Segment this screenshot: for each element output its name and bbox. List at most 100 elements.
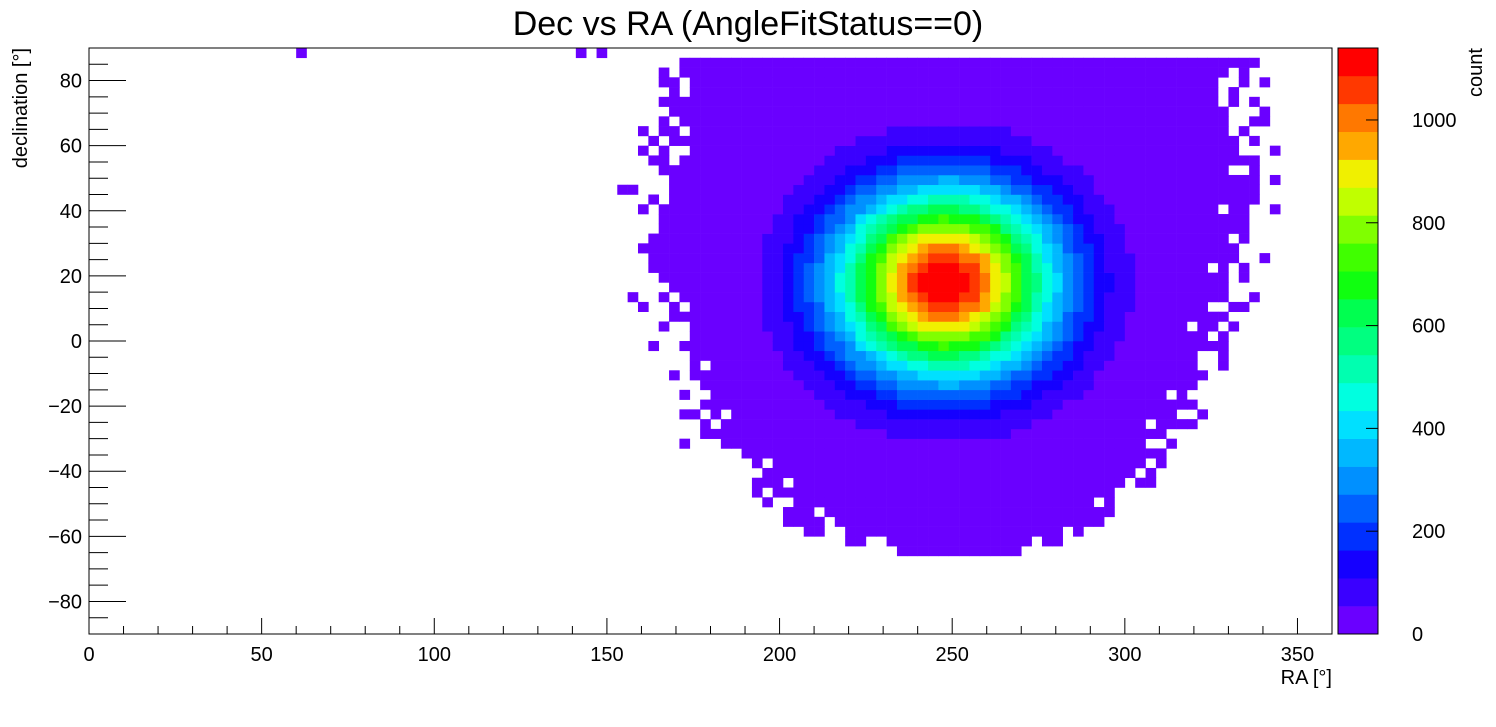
heatmap-bin (637, 145, 649, 156)
heatmap-bin (741, 360, 753, 371)
heatmap-bin (990, 526, 1001, 537)
heatmap-bin (803, 106, 815, 117)
heatmap-bin (1073, 331, 1084, 342)
heatmap-bin (824, 380, 836, 391)
heatmap-bin (762, 389, 773, 400)
heatmap-bin (845, 272, 856, 283)
heatmap-bin (1052, 448, 1063, 459)
heatmap-bin (1176, 106, 1188, 117)
heatmap-bin (979, 341, 991, 352)
heatmap-bin (1052, 174, 1063, 186)
heatmap-bin (720, 87, 732, 98)
heatmap-bin (793, 350, 805, 361)
heatmap-bin (720, 135, 732, 146)
heatmap-bin (896, 321, 908, 332)
heatmap-bin (917, 360, 929, 371)
heatmap-bin (658, 233, 670, 244)
heatmap-bin (1083, 292, 1095, 303)
heatmap-bin (1021, 233, 1032, 244)
heatmap-bin (1021, 497, 1032, 508)
heatmap-bin (793, 428, 805, 439)
heatmap-bin (669, 223, 680, 234)
heatmap-bin (1041, 497, 1053, 508)
heatmap-bin (1135, 253, 1146, 264)
heatmap-bin (793, 331, 805, 342)
heatmap-bin (834, 487, 846, 498)
heatmap-bin (1031, 389, 1043, 400)
heatmap-bin (1062, 106, 1074, 117)
heatmap-bin (1052, 409, 1063, 420)
heatmap-bin (1249, 194, 1260, 205)
color-scale-swatch (1338, 243, 1378, 272)
heatmap-bin (917, 194, 929, 205)
heatmap-bin (679, 243, 691, 254)
heatmap-bin (1083, 184, 1095, 195)
heatmap-bin (1207, 174, 1219, 186)
heatmap-bin (1083, 233, 1095, 244)
heatmap-bin (1186, 282, 1198, 293)
heatmap-bin (990, 311, 1001, 322)
heatmap-bin (1104, 487, 1115, 498)
heatmap-bin (772, 389, 784, 400)
heatmap-bin (979, 516, 991, 527)
heatmap-bin (855, 438, 867, 449)
heatmap-bin (1207, 282, 1219, 293)
heatmap-bin (979, 126, 991, 137)
heatmap-bin (1228, 135, 1240, 146)
heatmap-bin (834, 165, 846, 176)
heatmap-bin (1124, 350, 1136, 361)
heatmap-bin (907, 57, 918, 68)
heatmap-bin (979, 77, 991, 88)
heatmap-bin (1031, 194, 1043, 205)
heatmap-bin (928, 516, 939, 527)
heatmap-bin (959, 145, 970, 156)
heatmap-bin (803, 380, 815, 391)
heatmap-bin (907, 233, 918, 244)
heatmap-bin (1021, 67, 1032, 78)
heatmap-bin (814, 419, 825, 430)
heatmap-bin (990, 262, 1001, 273)
heatmap-bin (762, 145, 773, 156)
heatmap-bin (783, 341, 794, 352)
heatmap-bin (990, 145, 1001, 156)
heatmap-bin (886, 165, 898, 176)
heatmap-bin (886, 389, 898, 400)
heatmap-bin (814, 165, 825, 176)
color-scale-swatch (1338, 48, 1378, 77)
heatmap-bin (793, 272, 805, 283)
heatmap-bin (1166, 282, 1177, 293)
heatmap-bin (1093, 223, 1105, 234)
heatmap-bin (855, 77, 867, 88)
heatmap-bin (938, 243, 950, 254)
heatmap-bin (1197, 135, 1208, 146)
heatmap-bin (720, 145, 732, 156)
heatmap-bin (1052, 331, 1063, 342)
heatmap-bin (886, 428, 898, 439)
heatmap-bin (658, 77, 670, 88)
heatmap-bin (959, 448, 970, 459)
heatmap-bin (948, 516, 960, 527)
heatmap-bin (928, 389, 939, 400)
heatmap-bin (1093, 477, 1105, 488)
heatmap-bin (1145, 184, 1157, 195)
heatmap-bin (845, 507, 856, 518)
heatmap-bin (969, 292, 981, 303)
heatmap-bin (1228, 321, 1240, 332)
heatmap-bin (731, 321, 742, 332)
heatmap-bin (689, 350, 701, 361)
heatmap-bin (1052, 341, 1063, 352)
heatmap-bin (1155, 262, 1167, 273)
heatmap-bin (834, 116, 846, 127)
heatmap-bin (741, 262, 753, 273)
heatmap-bin (855, 155, 867, 166)
heatmap-bin (824, 458, 836, 469)
heatmap-bin (928, 536, 939, 547)
heatmap-bin (855, 145, 867, 156)
heatmap-bin (1041, 214, 1053, 225)
heatmap-bin (720, 360, 732, 371)
heatmap-bin (689, 409, 701, 420)
heatmap-bin (731, 87, 742, 98)
heatmap-bin (865, 77, 877, 88)
heatmap-bin (948, 77, 960, 88)
heatmap-bin (741, 282, 753, 293)
